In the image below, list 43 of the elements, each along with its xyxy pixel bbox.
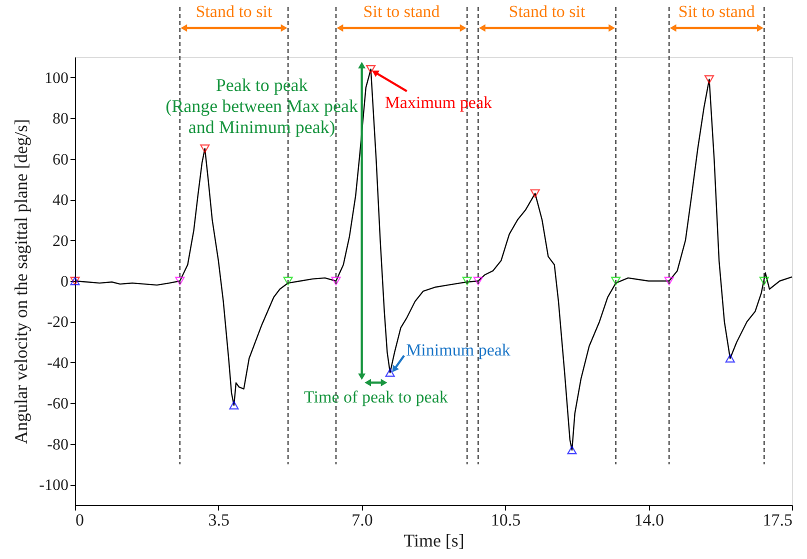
point	[664, 276, 674, 286]
x-tick-label: 3.5	[208, 510, 230, 530]
text: Sit to stand	[363, 2, 440, 21]
x-axis-title: Time [s]	[404, 530, 464, 550]
x-tick-label: 10.5	[490, 510, 521, 530]
annotation: Time of peak to peak	[304, 388, 448, 407]
point	[229, 400, 239, 410]
y-tick-label: 20	[52, 232, 68, 250]
point	[175, 276, 185, 286]
y-tick-label: -100	[39, 477, 68, 494]
point	[704, 75, 714, 84]
point	[462, 276, 472, 286]
y-tick-label: -40	[47, 354, 68, 372]
y-tick-label: -20	[47, 314, 68, 332]
point	[567, 446, 577, 454]
point	[366, 64, 376, 74]
text: Stand to sit	[508, 2, 586, 21]
point	[385, 368, 395, 377]
annotation: Peak to peak (Range between Max peak and Minimum peak)	[166, 75, 358, 138]
y-tick-label: 100	[44, 70, 68, 87]
point	[530, 189, 540, 198]
annotation: Minimum peak	[406, 340, 511, 360]
point	[331, 276, 341, 286]
text: Stand to sit	[196, 2, 272, 21]
point	[473, 276, 483, 286]
annotation: Maximum peak	[384, 93, 492, 112]
x-tick-label: 7.0	[352, 510, 373, 530]
point	[759, 276, 769, 286]
y-tick-label: 40	[52, 192, 68, 210]
point	[200, 144, 210, 153]
x-tick-label: 14.0	[634, 510, 664, 530]
y-tick-label: 0	[60, 274, 68, 290]
y-tick-label: 60	[52, 151, 68, 168]
y-tick-label: -80	[47, 436, 68, 454]
x-tick-label: 0	[76, 510, 84, 530]
point	[283, 276, 293, 286]
text: Sit to stand	[678, 2, 756, 21]
y-axis-title: Angular velocity on the sagittal plane [deg/s]	[11, 119, 32, 444]
point	[611, 276, 621, 286]
x-tick-label: 17.5	[762, 510, 792, 530]
y-tick-label: 80	[52, 110, 68, 128]
y-tick-label: -60	[47, 396, 68, 413]
point	[725, 354, 735, 363]
